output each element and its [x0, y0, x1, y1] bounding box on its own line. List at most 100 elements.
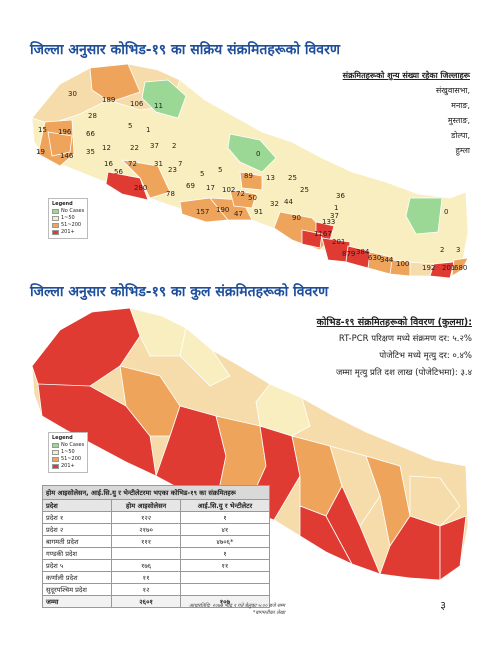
- district-count-label: 72: [236, 190, 245, 198]
- district-count-label: 630: [368, 254, 381, 262]
- cell: [179, 583, 271, 596]
- cell: १: [179, 547, 271, 560]
- cell: सुदूरपश्चिम प्रदेश: [41, 583, 113, 596]
- district-count-label: 30: [68, 90, 77, 98]
- map-legend-active: Legend No Cases 1~50 51~200 201+: [48, 198, 89, 239]
- cell: २६०१: [111, 595, 181, 608]
- zero-case-districts: संक्रमितहरूको शुन्य संख्या रहेका जिल्लाह…: [343, 68, 470, 158]
- zero-case-heading: संक्रमितहरूको शुन्य संख्या रहेका जिल्लाह…: [342, 71, 470, 80]
- cell: ११: [111, 571, 181, 584]
- legend-swatch: [52, 464, 59, 469]
- legend-swatch: [52, 230, 59, 235]
- district-count-label: 37: [330, 212, 339, 220]
- page-number: ३: [440, 599, 446, 612]
- district-count-label: 201: [442, 264, 455, 272]
- district-count-label: 106: [130, 100, 144, 108]
- district-count-label: 1: [334, 204, 338, 212]
- district-count-label: 190: [216, 206, 229, 214]
- district-count-label: 28: [88, 112, 97, 120]
- district-count-label: 44: [284, 198, 293, 206]
- cell: प्रदेश ५: [41, 559, 113, 572]
- summary-heading: कोभिड-१९ संक्रमितहरूको विवरण (कुलमा):: [316, 317, 472, 328]
- cell: जम्मा: [41, 595, 113, 608]
- district-count-label: 5: [200, 170, 204, 178]
- table-row: प्रदेश २ २१७० ४१: [41, 523, 271, 536]
- district-count-label: 1167: [314, 230, 332, 238]
- cell: १२: [111, 583, 181, 596]
- cell: ४१: [179, 523, 271, 536]
- legend-label: 1~50: [61, 449, 75, 455]
- district-count-label: 31: [154, 160, 163, 168]
- district-count-label: 0: [256, 150, 260, 158]
- district-count-label: 189: [102, 96, 115, 104]
- footnote: आधारतिथि: २०७७ भाद्र १ गते बेलुका ५:०० ब…: [170, 603, 285, 617]
- district-count-label: 91: [254, 208, 263, 216]
- cell: [179, 571, 271, 584]
- district-count-label: 50: [248, 194, 257, 202]
- district-count-label: 196: [58, 128, 72, 136]
- district-count-label: 344: [380, 256, 394, 264]
- district-count-label: 66: [86, 130, 95, 138]
- district-count-label: 25: [288, 174, 297, 182]
- district-count-label: 19: [36, 148, 45, 156]
- district-count-label: 25: [300, 186, 309, 194]
- footnote-line: *बागमतीका लेखा: [252, 610, 285, 616]
- district-count-label: 3: [456, 246, 460, 254]
- cell: गण्डकी प्रदेश: [41, 547, 113, 560]
- table-row: बागमती प्रदेश १११ ४७०६*: [41, 535, 271, 548]
- zero-district: हुम्ला: [455, 146, 470, 155]
- summary-line: पोजेटिभ मध्ये मृत्यु दर: ०.४%: [379, 351, 472, 361]
- legend-title: Legend: [52, 201, 73, 207]
- legend-label: 201+: [61, 463, 75, 469]
- district-count-label: 384: [356, 248, 370, 256]
- legend-label: 201+: [61, 229, 75, 235]
- table-row: कर्णाली प्रदेश ११: [41, 571, 271, 584]
- summary-line: जम्मा मृत्यु प्रति दश लाख (पोजेटिभमा): ३…: [335, 368, 472, 378]
- district-count-label: 192: [422, 264, 435, 272]
- district-count-label: 35: [86, 148, 95, 156]
- district-count-label: 47: [234, 210, 243, 218]
- cell: प्रदेश २: [41, 523, 113, 536]
- district-count-label: 78: [166, 190, 175, 198]
- district-count-label: 2: [172, 142, 176, 150]
- district-count-label: 32: [270, 200, 279, 208]
- district-count-label: 1: [146, 126, 150, 134]
- legend-swatch: [52, 216, 59, 221]
- district-count-label: 157: [196, 208, 209, 216]
- map-legend-total: Legend No Cases 1~50 51~200 201+: [48, 432, 89, 473]
- district-count-label: 36: [336, 192, 345, 200]
- legend-label: 51~200: [61, 456, 82, 462]
- district-count-label: 11: [154, 102, 163, 110]
- cell: बागमती प्रदेश: [41, 535, 113, 548]
- cell: २१७०: [111, 523, 181, 536]
- district-count-label: 2: [440, 246, 444, 254]
- district-count-label: 72: [128, 160, 137, 168]
- isolation-icu-table: होम आइसोलेसन, आई.सि.यु र भेन्टीलेटरमा भए…: [41, 485, 271, 608]
- district-count-label: 680: [454, 264, 467, 272]
- district-count-label: 15: [38, 126, 47, 134]
- table-title: होम आइसोलेसन, आई.सि.यु र भेन्टीलेटरमा भए…: [42, 485, 270, 499]
- legend-label: 1~50: [61, 215, 75, 221]
- zero-district: मनाङ,: [451, 101, 470, 110]
- cumulative-summary: कोभिड-१९ संक्रमितहरूको विवरण (कुलमा): RT…: [317, 314, 472, 382]
- total-cases-district-map: [31, 307, 469, 581]
- district-count-label: 90: [292, 214, 301, 222]
- district-count-label: 100: [396, 260, 409, 268]
- legend-title: Legend: [52, 435, 73, 441]
- district-count-label: 7: [178, 160, 182, 168]
- district-count-label: 5: [128, 122, 132, 130]
- cell: १७६: [111, 559, 181, 572]
- legend-swatch: [52, 209, 59, 214]
- cell: १११: [111, 535, 181, 548]
- legend-swatch: [52, 443, 59, 448]
- legend-label: No Cases: [61, 442, 85, 448]
- cell: ४७०६*: [179, 535, 271, 548]
- footnote-line: आधारतिथि: २०७७ भाद्र १ गते बेलुका ५:०० ब…: [189, 603, 285, 609]
- district-count-label: 13: [266, 174, 275, 182]
- table-row: सुदूरपश्चिम प्रदेश १२: [41, 583, 271, 596]
- column-header: होम आइसोलेसन: [111, 499, 181, 512]
- district-count-label: 23: [168, 166, 177, 174]
- legend-label: No Cases: [61, 208, 85, 214]
